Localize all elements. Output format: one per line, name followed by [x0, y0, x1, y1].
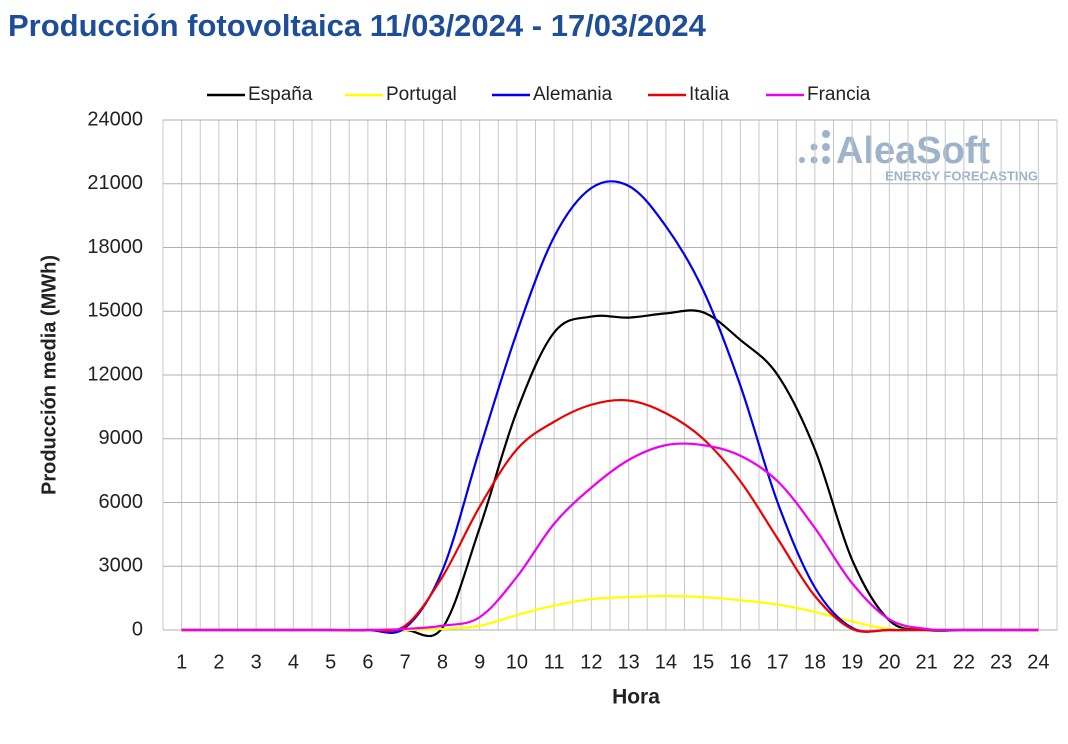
- y-axis-label: Producción media (MWh): [38, 255, 60, 495]
- x-tick-label: 18: [804, 651, 826, 673]
- chart-title: Producción fotovoltaica 11/03/2024 - 17/…: [8, 8, 707, 43]
- y-tick-label: 9000: [99, 427, 144, 449]
- y-tick-label: 21000: [87, 172, 143, 194]
- y-tick-label: 3000: [99, 555, 144, 577]
- x-tick-label: 1: [176, 651, 187, 673]
- x-tick-label: 13: [618, 651, 640, 673]
- legend-label: Portugal: [386, 84, 457, 105]
- y-tick-label: 24000: [87, 108, 143, 130]
- x-tick-label: 12: [580, 651, 602, 673]
- y-tick-label: 18000: [87, 236, 143, 258]
- legend-label: España: [248, 84, 313, 105]
- legend-label: Francia: [807, 84, 871, 105]
- x-tick-label: 17: [767, 651, 789, 673]
- legend-label: Italia: [689, 84, 730, 105]
- watermark: AleaSoft: [836, 130, 990, 172]
- y-tick-label: 6000: [99, 491, 144, 513]
- x-axis-label: Hora: [612, 686, 660, 709]
- watermark-sub: ENERGY FORECASTING: [885, 168, 1038, 183]
- x-tick-label: 21: [916, 651, 938, 673]
- x-tick-label: 8: [437, 651, 448, 673]
- x-tick-label: 6: [362, 651, 373, 673]
- x-tick-label: 3: [251, 651, 262, 673]
- x-tick-label: 9: [474, 651, 485, 673]
- x-tick-label: 19: [841, 651, 863, 673]
- x-tick-label: 11: [544, 651, 565, 673]
- legend-label: Alemania: [533, 84, 613, 105]
- x-tick-label: 16: [729, 651, 751, 673]
- x-tick-label: 10: [506, 651, 528, 673]
- x-tick-label: 2: [213, 651, 224, 673]
- x-tick-label: 4: [288, 651, 299, 673]
- line: [181, 442, 1039, 632]
- x-tick-label: 5: [325, 651, 336, 673]
- x-tick-label: 24: [1027, 651, 1049, 673]
- x-tick-label: 15: [692, 651, 714, 673]
- y-tick-label: 12000: [87, 363, 143, 385]
- x-tick-label: 22: [953, 651, 975, 673]
- y-tick-label: 0: [132, 618, 143, 640]
- x-tick-label: 23: [990, 651, 1012, 673]
- watermark-dots: [799, 130, 830, 164]
- x-tick-label: 7: [400, 651, 411, 673]
- x-tick-label: 14: [655, 651, 677, 673]
- y-tick-label: 15000: [87, 300, 143, 322]
- x-tick-label: 20: [878, 651, 900, 673]
